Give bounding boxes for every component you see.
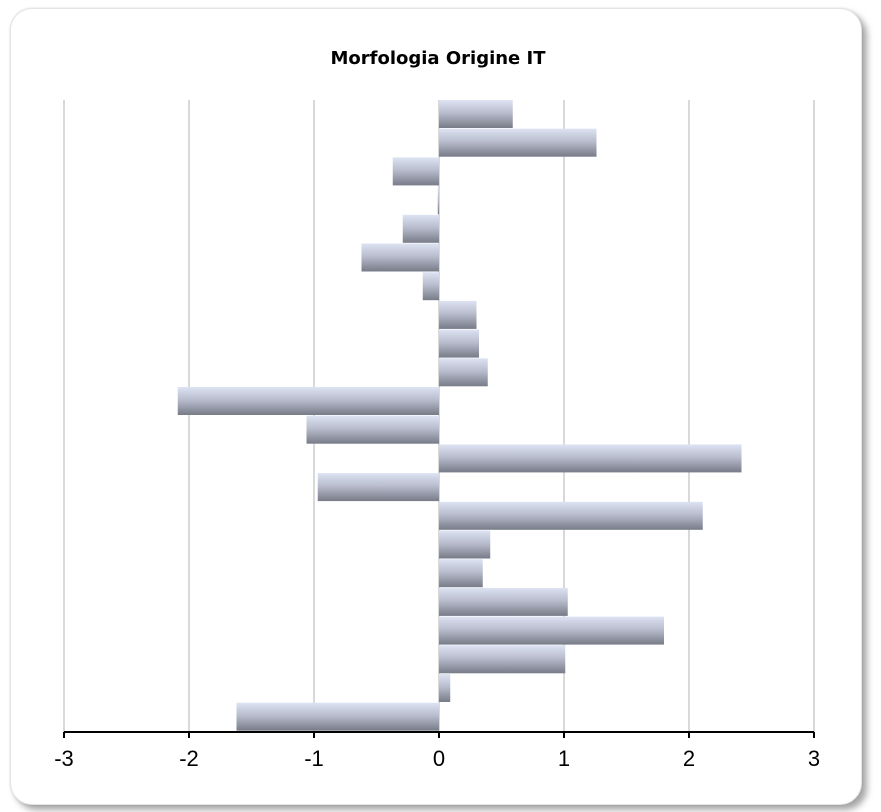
x-tick-label: 2	[683, 746, 695, 771]
x-tick-label: 3	[808, 746, 820, 771]
x-tick-label: -2	[179, 746, 199, 771]
bar	[439, 300, 477, 329]
bar	[439, 645, 566, 674]
bar	[439, 530, 491, 559]
x-tick-label: -1	[304, 746, 324, 771]
x-tick-label: 1	[558, 746, 570, 771]
bar	[439, 559, 483, 588]
bar	[439, 329, 479, 358]
bar	[439, 616, 664, 645]
x-axis: -3 -2 -1 0 1 2 3	[54, 731, 820, 771]
bar	[439, 674, 451, 702]
bar	[306, 415, 439, 444]
bar	[177, 387, 439, 415]
bar	[439, 128, 597, 157]
x-tick-label: -3	[54, 746, 74, 771]
chart-title: Morfologia Origine IT	[330, 48, 546, 69]
bar	[439, 587, 568, 616]
bar	[439, 444, 742, 473]
bar	[236, 702, 439, 731]
bar	[402, 214, 439, 243]
bar	[439, 358, 488, 387]
bars	[177, 100, 742, 731]
bar	[422, 272, 439, 301]
bar	[439, 501, 703, 530]
bar	[317, 473, 439, 502]
x-tick-label: 0	[433, 746, 445, 771]
bar	[439, 100, 513, 128]
bar	[392, 157, 439, 186]
bar	[361, 243, 439, 272]
bar	[437, 186, 439, 215]
